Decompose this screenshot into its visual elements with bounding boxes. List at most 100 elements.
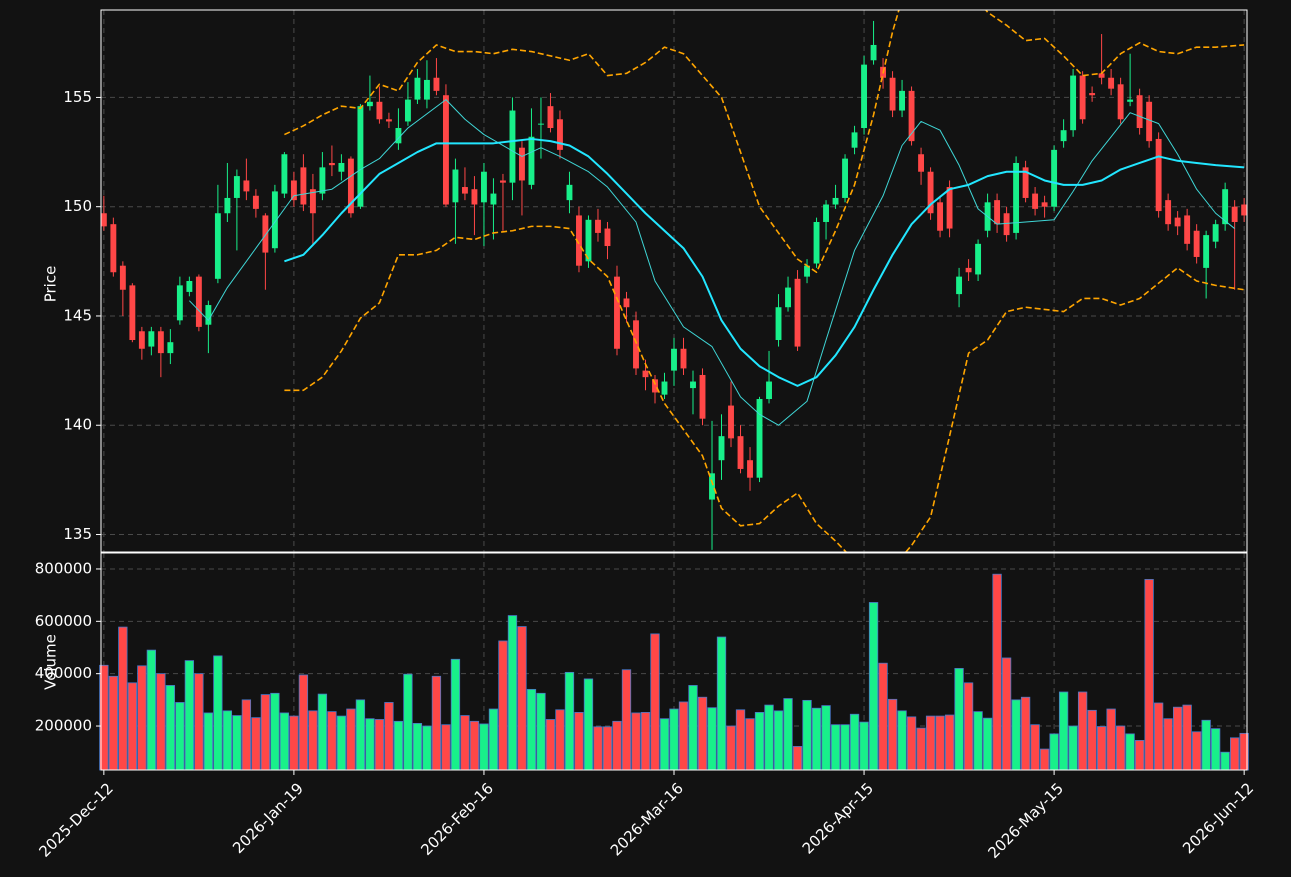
volume-bar (279, 712, 290, 771)
volume-bar (1153, 702, 1164, 771)
volume-bar (184, 660, 195, 771)
candle-layer (100, 20, 1248, 550)
volume-bar (1011, 699, 1021, 771)
volume-bar (669, 708, 679, 771)
volume-bar (735, 709, 746, 771)
candle-body (1117, 84, 1124, 120)
candle-body (652, 379, 658, 393)
volume-bar (1058, 691, 1069, 771)
volume-bar (621, 669, 632, 771)
candle-body (366, 101, 373, 107)
candle-body (271, 191, 278, 249)
volume-bar (450, 658, 461, 771)
volume-bar (726, 725, 736, 771)
candle-body (946, 187, 953, 229)
volume-bar (659, 718, 670, 771)
candle-body (899, 90, 906, 111)
volume-bar (1182, 704, 1192, 771)
candle-body (167, 342, 174, 354)
candle-body (775, 307, 782, 341)
candle-body (186, 281, 193, 292)
volume-bar (270, 692, 280, 771)
volume-bar (251, 717, 261, 771)
volume-bar (821, 705, 831, 771)
volume-bar (536, 692, 546, 771)
volume-tick-label: 800000 (35, 559, 92, 577)
candle-body (965, 267, 972, 273)
candle-body (1089, 93, 1096, 96)
volume-bar (469, 720, 480, 771)
volume-bar (346, 708, 356, 771)
volume-bar (108, 675, 119, 771)
candle-body (290, 180, 297, 201)
volume-bar (1039, 748, 1050, 771)
candle-body (1136, 95, 1143, 129)
candle-body (595, 219, 601, 233)
volume-bar (745, 718, 755, 771)
volume-bar (1049, 733, 1059, 771)
candle-body (1193, 230, 1200, 257)
candle-body (680, 348, 687, 369)
candle-body (1070, 75, 1077, 131)
candle-body (557, 119, 563, 150)
candle-body (119, 265, 126, 290)
volume-bar (887, 698, 898, 771)
candle-body (728, 405, 734, 439)
volume-bar (707, 707, 717, 771)
candle-body (709, 473, 715, 500)
volume-bar (479, 723, 489, 771)
volume-bar (156, 673, 166, 771)
volume-bar (1030, 724, 1040, 771)
candle-body (1184, 215, 1191, 244)
candle-body (623, 298, 630, 308)
volume-bar (431, 675, 442, 771)
volume-bar (925, 715, 936, 771)
volume-bar (849, 713, 860, 771)
candle-body (1222, 189, 1229, 225)
volume-bar (935, 715, 945, 771)
candle-body (823, 204, 829, 222)
volume-axis-label: Volume (42, 634, 60, 690)
volume-bar (1172, 706, 1183, 771)
y-tick-label: 135 (63, 525, 92, 543)
candle-body (328, 162, 335, 166)
volume-bar (1220, 751, 1230, 771)
volume-tick-label: 400000 (35, 664, 92, 682)
volume-bar (127, 682, 138, 771)
candle-body (262, 215, 269, 253)
volume-bar (1106, 708, 1116, 771)
candle-body (604, 228, 611, 247)
volume-bar (507, 615, 518, 771)
volume-bar (146, 649, 157, 771)
volume-bar (802, 699, 812, 771)
volume-bar (1163, 718, 1173, 771)
volume-bar (165, 685, 176, 771)
candle-body (376, 101, 383, 120)
candle-body (585, 219, 592, 262)
candle-body (281, 154, 288, 194)
volume-bar (1201, 719, 1211, 771)
candle-body (528, 136, 535, 185)
volume-bar (289, 715, 299, 771)
volume-bar (792, 746, 803, 771)
candle-body (1041, 202, 1048, 207)
candle-body (1127, 99, 1134, 102)
candle-body (243, 180, 250, 192)
volume-tick-label: 600000 (35, 612, 92, 630)
volume-bar (1096, 726, 1107, 771)
volume-bar (460, 715, 470, 771)
candle-body (1108, 77, 1115, 89)
volume-bar (564, 671, 575, 771)
candle-body (509, 110, 516, 183)
volume-bar (944, 714, 955, 771)
volume-bar (593, 726, 603, 771)
candle-body (433, 77, 440, 91)
volume-bar (1068, 725, 1078, 771)
candle-body (385, 119, 392, 122)
candle-body (671, 348, 677, 371)
volume-bar (783, 698, 793, 771)
candle-body (927, 171, 934, 214)
volume-bar (403, 673, 413, 771)
y-axis-label: Price (42, 266, 60, 303)
